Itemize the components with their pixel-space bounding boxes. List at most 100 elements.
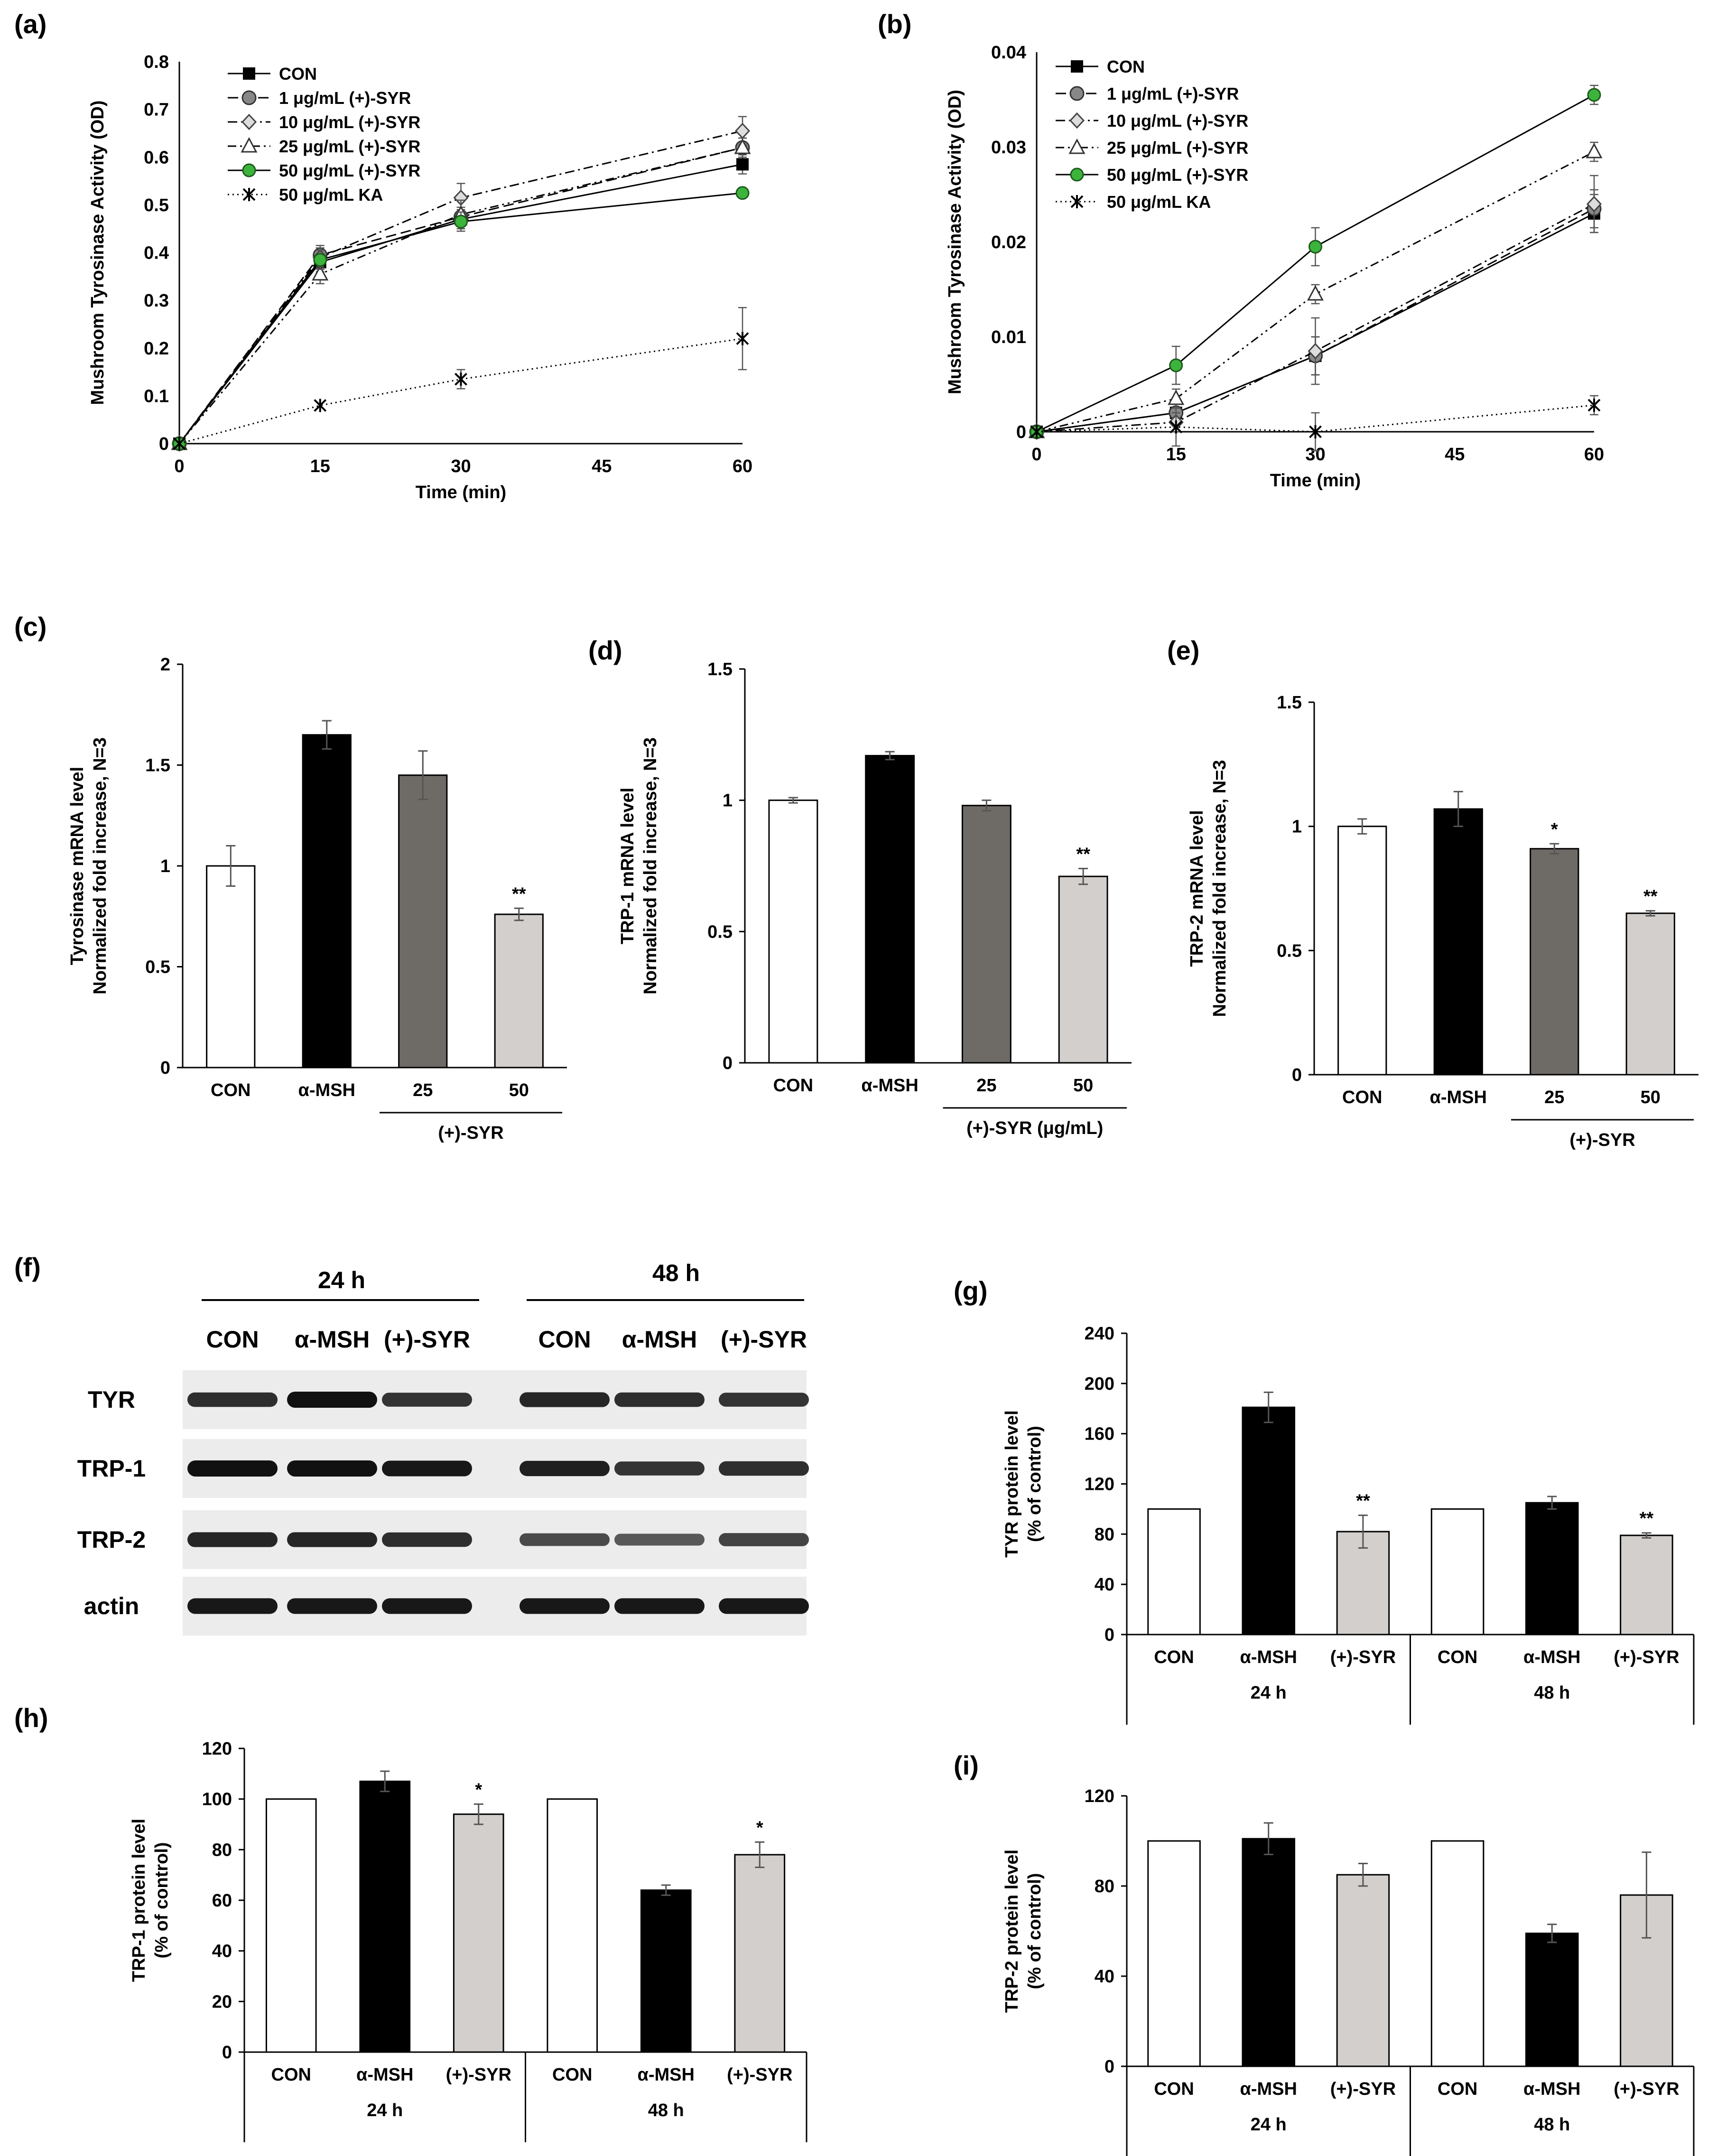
category-label: α-MSH xyxy=(1523,2079,1580,2099)
bar xyxy=(547,1798,598,2053)
legend-marker xyxy=(242,188,256,201)
error-bar xyxy=(1645,910,1655,917)
chart-i-trp2-protein: 0 40 80 120 CON α-MSH (+)-SYR CON α-MSH (+)-SYR TR… xyxy=(1002,1786,1695,2156)
bar xyxy=(734,1854,786,2053)
group-label: 48 h xyxy=(1534,1683,1570,1703)
bar xyxy=(359,1780,411,2053)
x-tick-label: 60 xyxy=(733,456,752,476)
error-bar xyxy=(1453,790,1463,827)
y-axis-title: TRP-1 mRNA level xyxy=(618,788,638,944)
bar xyxy=(398,774,448,1069)
chart-c-tyrosinase-mrna: 0 0.5 1 1.5 2 CON α-MSH 25 ** 50 Tyrosinase mRNA l… xyxy=(67,655,567,1143)
category-label: 50 xyxy=(1073,1076,1093,1096)
series-line xyxy=(1036,203,1595,433)
legend-label: CON xyxy=(279,64,317,84)
bar xyxy=(1433,808,1483,1076)
category-label: α-MSH xyxy=(298,1080,355,1100)
error-bar xyxy=(1642,1532,1652,1539)
legend-marker xyxy=(1071,60,1083,73)
error-bar xyxy=(1642,1851,1652,1939)
blot-band xyxy=(187,1460,278,1477)
legend-marker xyxy=(1070,195,1084,208)
blot-band xyxy=(520,1598,610,1614)
x-axis-title: Time (min) xyxy=(1270,471,1361,491)
bar xyxy=(206,865,256,1069)
blot-band xyxy=(187,1598,278,1614)
category-label: α-MSH xyxy=(861,1076,918,1096)
legend-marker xyxy=(1069,86,1085,101)
error-bar xyxy=(1547,1924,1557,1943)
category-label: 25 xyxy=(976,1076,996,1096)
group-label: (+)-SYR xyxy=(438,1123,503,1143)
significance-mark: ** xyxy=(512,884,526,904)
y-tick-label: 0.01 xyxy=(991,327,1026,347)
y-tick-label: 0.02 xyxy=(991,232,1026,252)
y-axis-title-2: (% of control) xyxy=(1025,1873,1045,1989)
data-point xyxy=(1586,142,1603,158)
blot-band xyxy=(719,1598,809,1614)
data-point xyxy=(735,186,750,200)
error-bar xyxy=(1358,1515,1368,1549)
bar xyxy=(640,1889,692,2053)
y-tick-label: 1.5 xyxy=(1277,693,1302,713)
chart-h-trp1-protein: 0 20 40 60 80 100 120 CON α-MSH * (+)-SYR CON α-MSH *… xyxy=(129,1739,807,2142)
y-axis-title: TRP-2 protein level xyxy=(1002,1849,1022,2013)
y-axis-title: TRP-2 mRNA level xyxy=(1187,810,1207,966)
legend-label: 25 μg/mL (+)-SYR xyxy=(279,137,420,156)
panel-label-d: (d) xyxy=(588,635,622,665)
category-label: CON xyxy=(773,1076,813,1096)
category-label: 50 xyxy=(1641,1087,1661,1107)
y-axis-title: Mushroom Tyrosinase Activity (OD) xyxy=(945,90,965,394)
panel-label-h: (h) xyxy=(14,1703,48,1733)
blot-row-label: TYR xyxy=(88,1386,135,1413)
series-line xyxy=(1036,208,1595,433)
legend-label: 25 μg/mL (+)-SYR xyxy=(1107,138,1248,158)
y-tick-label: 1.5 xyxy=(707,660,733,679)
chart-g-tyr-protein: 0 40 80 120 160 200 240 CON α-MSH ** (+)-SYR CON α-M… xyxy=(1002,1324,1695,1725)
y-tick-label: 2 xyxy=(160,655,170,675)
blot-band xyxy=(719,1533,809,1546)
y-tick-label: 200 xyxy=(1085,1374,1114,1394)
legend-label: 50 μg/mL KA xyxy=(1107,192,1211,212)
category-label: CON xyxy=(1438,1647,1477,1667)
series-line xyxy=(1036,94,1595,433)
y-tick-label: 120 xyxy=(1085,1475,1114,1495)
category-label: CON xyxy=(1438,2079,1477,2099)
x-tick-label: 0 xyxy=(1031,445,1041,465)
y-tick-label: 120 xyxy=(202,1739,232,1759)
error-bar xyxy=(1357,818,1367,835)
blot-row-label: actin xyxy=(84,1593,139,1619)
blot-band xyxy=(382,1598,472,1614)
group-label: 48 h xyxy=(648,2100,684,2120)
series-line xyxy=(179,338,743,445)
y-tick-label: 0.5 xyxy=(145,957,170,977)
category-label: (+)-SYR xyxy=(1330,1647,1396,1667)
legend-label: 1 μg/mL (+)-SYR xyxy=(1107,84,1239,103)
bar xyxy=(1242,1406,1296,1636)
y-axis-title-2: (% of control) xyxy=(1025,1426,1045,1542)
data-point xyxy=(314,399,327,412)
category-label: CON xyxy=(211,1080,251,1100)
category-label: α-MSH xyxy=(356,2065,413,2085)
bar xyxy=(768,799,818,1064)
group-label: 48 h xyxy=(1534,2115,1570,2135)
x-tick-label: 30 xyxy=(451,456,471,476)
y-tick-label: 0.2 xyxy=(144,339,169,359)
legend-marker xyxy=(243,67,255,80)
y-tick-label: 1 xyxy=(1292,817,1302,837)
y-tick-label: 0 xyxy=(1016,422,1026,442)
error-bar xyxy=(755,1841,765,1868)
error-bar xyxy=(982,799,992,812)
blot-band xyxy=(614,1598,705,1614)
y-tick-label: 1.5 xyxy=(145,756,170,776)
data-point xyxy=(1169,358,1183,372)
y-tick-label: 0.5 xyxy=(1277,941,1302,961)
significance-mark: * xyxy=(756,1818,763,1838)
y-tick-label: 40 xyxy=(212,1942,232,1961)
category-label: 25 xyxy=(1544,1087,1564,1107)
y-axis-title: TRP-1 protein level xyxy=(129,1819,149,1982)
data-point xyxy=(1307,285,1324,301)
error-bar xyxy=(885,751,895,761)
blot-band xyxy=(187,1532,278,1547)
